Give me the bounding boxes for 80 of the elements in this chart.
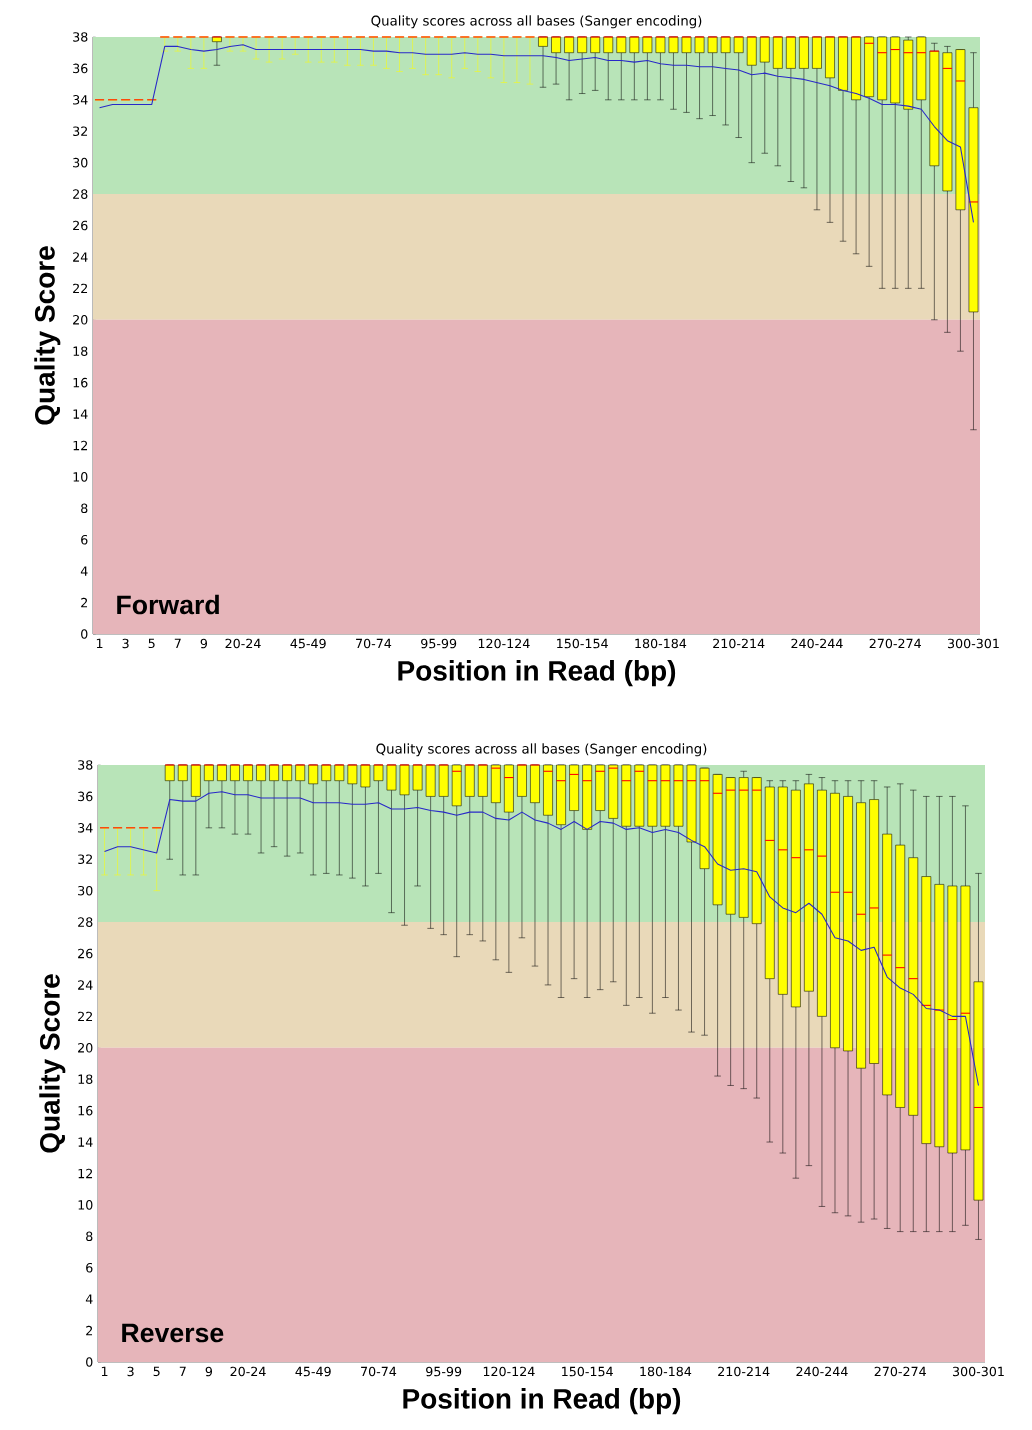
y-tick-label: 18	[78, 1074, 93, 1084]
y-tick-label: 10	[78, 1200, 93, 1210]
y-tick-label: 24	[78, 980, 93, 990]
x-tick-label: 180-184	[640, 1366, 692, 1377]
y-tick-label: 10	[73, 472, 88, 482]
x-tick-label: 240-244	[796, 1366, 848, 1377]
x-tick-label: 270-274	[869, 638, 921, 649]
x-tick-label: 3	[127, 1366, 134, 1377]
x-tick-label: 9	[205, 1366, 213, 1377]
y-tick-label: 36	[78, 791, 93, 802]
y-axis-title: Quality Score	[39, 974, 66, 1153]
x-tick-label: 1	[96, 638, 103, 648]
y-tick-label: 14	[73, 409, 88, 419]
annotation: Reverse	[122, 1323, 224, 1343]
y-tick-label: 20	[78, 1042, 93, 1053]
y-tick-label: 30	[73, 157, 88, 168]
y-tick-label: 26	[78, 948, 93, 959]
y-tick-label: 38	[78, 760, 93, 770]
x-tick-label: 45-49	[290, 638, 326, 649]
y-tick-label: 38	[73, 32, 88, 42]
x-tick-label: 20-24	[225, 638, 261, 649]
y-tick-label: 24	[73, 252, 88, 262]
x-tick-label: 180-184	[635, 638, 687, 649]
y-tick-label: 8	[86, 1231, 93, 1242]
x-tick-label: 150-154	[557, 638, 608, 649]
y-tick-label: 32	[78, 854, 93, 865]
y-tick-label: 4	[85, 1294, 93, 1304]
x-tick-label: 300-301	[952, 1366, 1004, 1377]
x-tick-label: 150-154	[562, 1366, 613, 1377]
y-tick-label: 18	[73, 346, 88, 356]
chart-title: Quality scores across all bases (Sanger encoding)	[371, 15, 702, 29]
y-tick-label: 2	[81, 597, 88, 608]
chart-title: Quality scores across all bases (Sanger encoding)	[376, 743, 707, 757]
x-tick-label: 210-214	[713, 638, 765, 649]
x-tick-label: 95-99	[421, 638, 457, 649]
y-tick-label: 22	[78, 1011, 93, 1022]
x-tick-label: 270-274	[874, 1366, 926, 1377]
x-tick-label: 1	[101, 1366, 108, 1376]
y-tick-label: 0	[86, 1357, 93, 1367]
y-tick-label: 16	[78, 1105, 93, 1116]
x-tick-label: 70-74	[361, 1366, 397, 1377]
y-tick-label: 34	[73, 95, 88, 105]
y-tick-label: 30	[78, 885, 93, 896]
y-axis-title: Quality Score	[34, 246, 61, 425]
x-tick-label: 210-214	[718, 1366, 770, 1377]
y-tick-label: 14	[78, 1137, 93, 1147]
x-tick-label: 240-244	[791, 638, 843, 649]
x-tick-label: 120-124	[483, 1366, 535, 1377]
x-tick-label: 5	[148, 638, 155, 649]
y-tick-label: 12	[73, 440, 88, 451]
y-tick-label: 34	[78, 823, 93, 833]
y-tick-label: 26	[73, 220, 88, 231]
x-tick-label: 45-49	[295, 1366, 331, 1377]
y-tick-label: 0	[81, 629, 88, 639]
y-tick-label: 4	[80, 566, 88, 576]
y-tick-label: 6	[86, 1262, 93, 1273]
x-tick-label: 120-124	[478, 638, 530, 649]
x-tick-label: 7	[179, 1366, 186, 1376]
x-tick-label: 95-99	[426, 1366, 462, 1377]
y-tick-label: 20	[73, 314, 88, 325]
x-tick-label: 70-74	[356, 638, 392, 649]
annotation: Forward	[117, 594, 219, 615]
x-axis-title: Position in Read (bp)	[403, 1388, 681, 1415]
x-tick-label: 3	[122, 638, 129, 649]
y-tick-label: 28	[78, 917, 93, 927]
x-tick-label: 9	[200, 638, 208, 649]
y-tick-label: 36	[73, 63, 88, 74]
x-tick-label: 20-24	[230, 1366, 266, 1377]
y-tick-label: 22	[73, 283, 88, 294]
y-tick-label: 2	[86, 1325, 93, 1336]
y-tick-label: 8	[81, 503, 88, 514]
x-tick-label: 5	[153, 1366, 160, 1377]
y-tick-label: 12	[78, 1168, 93, 1179]
x-tick-label: 300-301	[947, 638, 999, 649]
x-axis-title: Position in Read (bp)	[398, 660, 676, 687]
y-tick-label: 6	[81, 534, 88, 545]
y-tick-label: 16	[73, 377, 88, 388]
x-tick-label: 7	[174, 638, 181, 648]
y-tick-label: 32	[73, 126, 88, 137]
y-tick-label: 28	[73, 189, 88, 199]
